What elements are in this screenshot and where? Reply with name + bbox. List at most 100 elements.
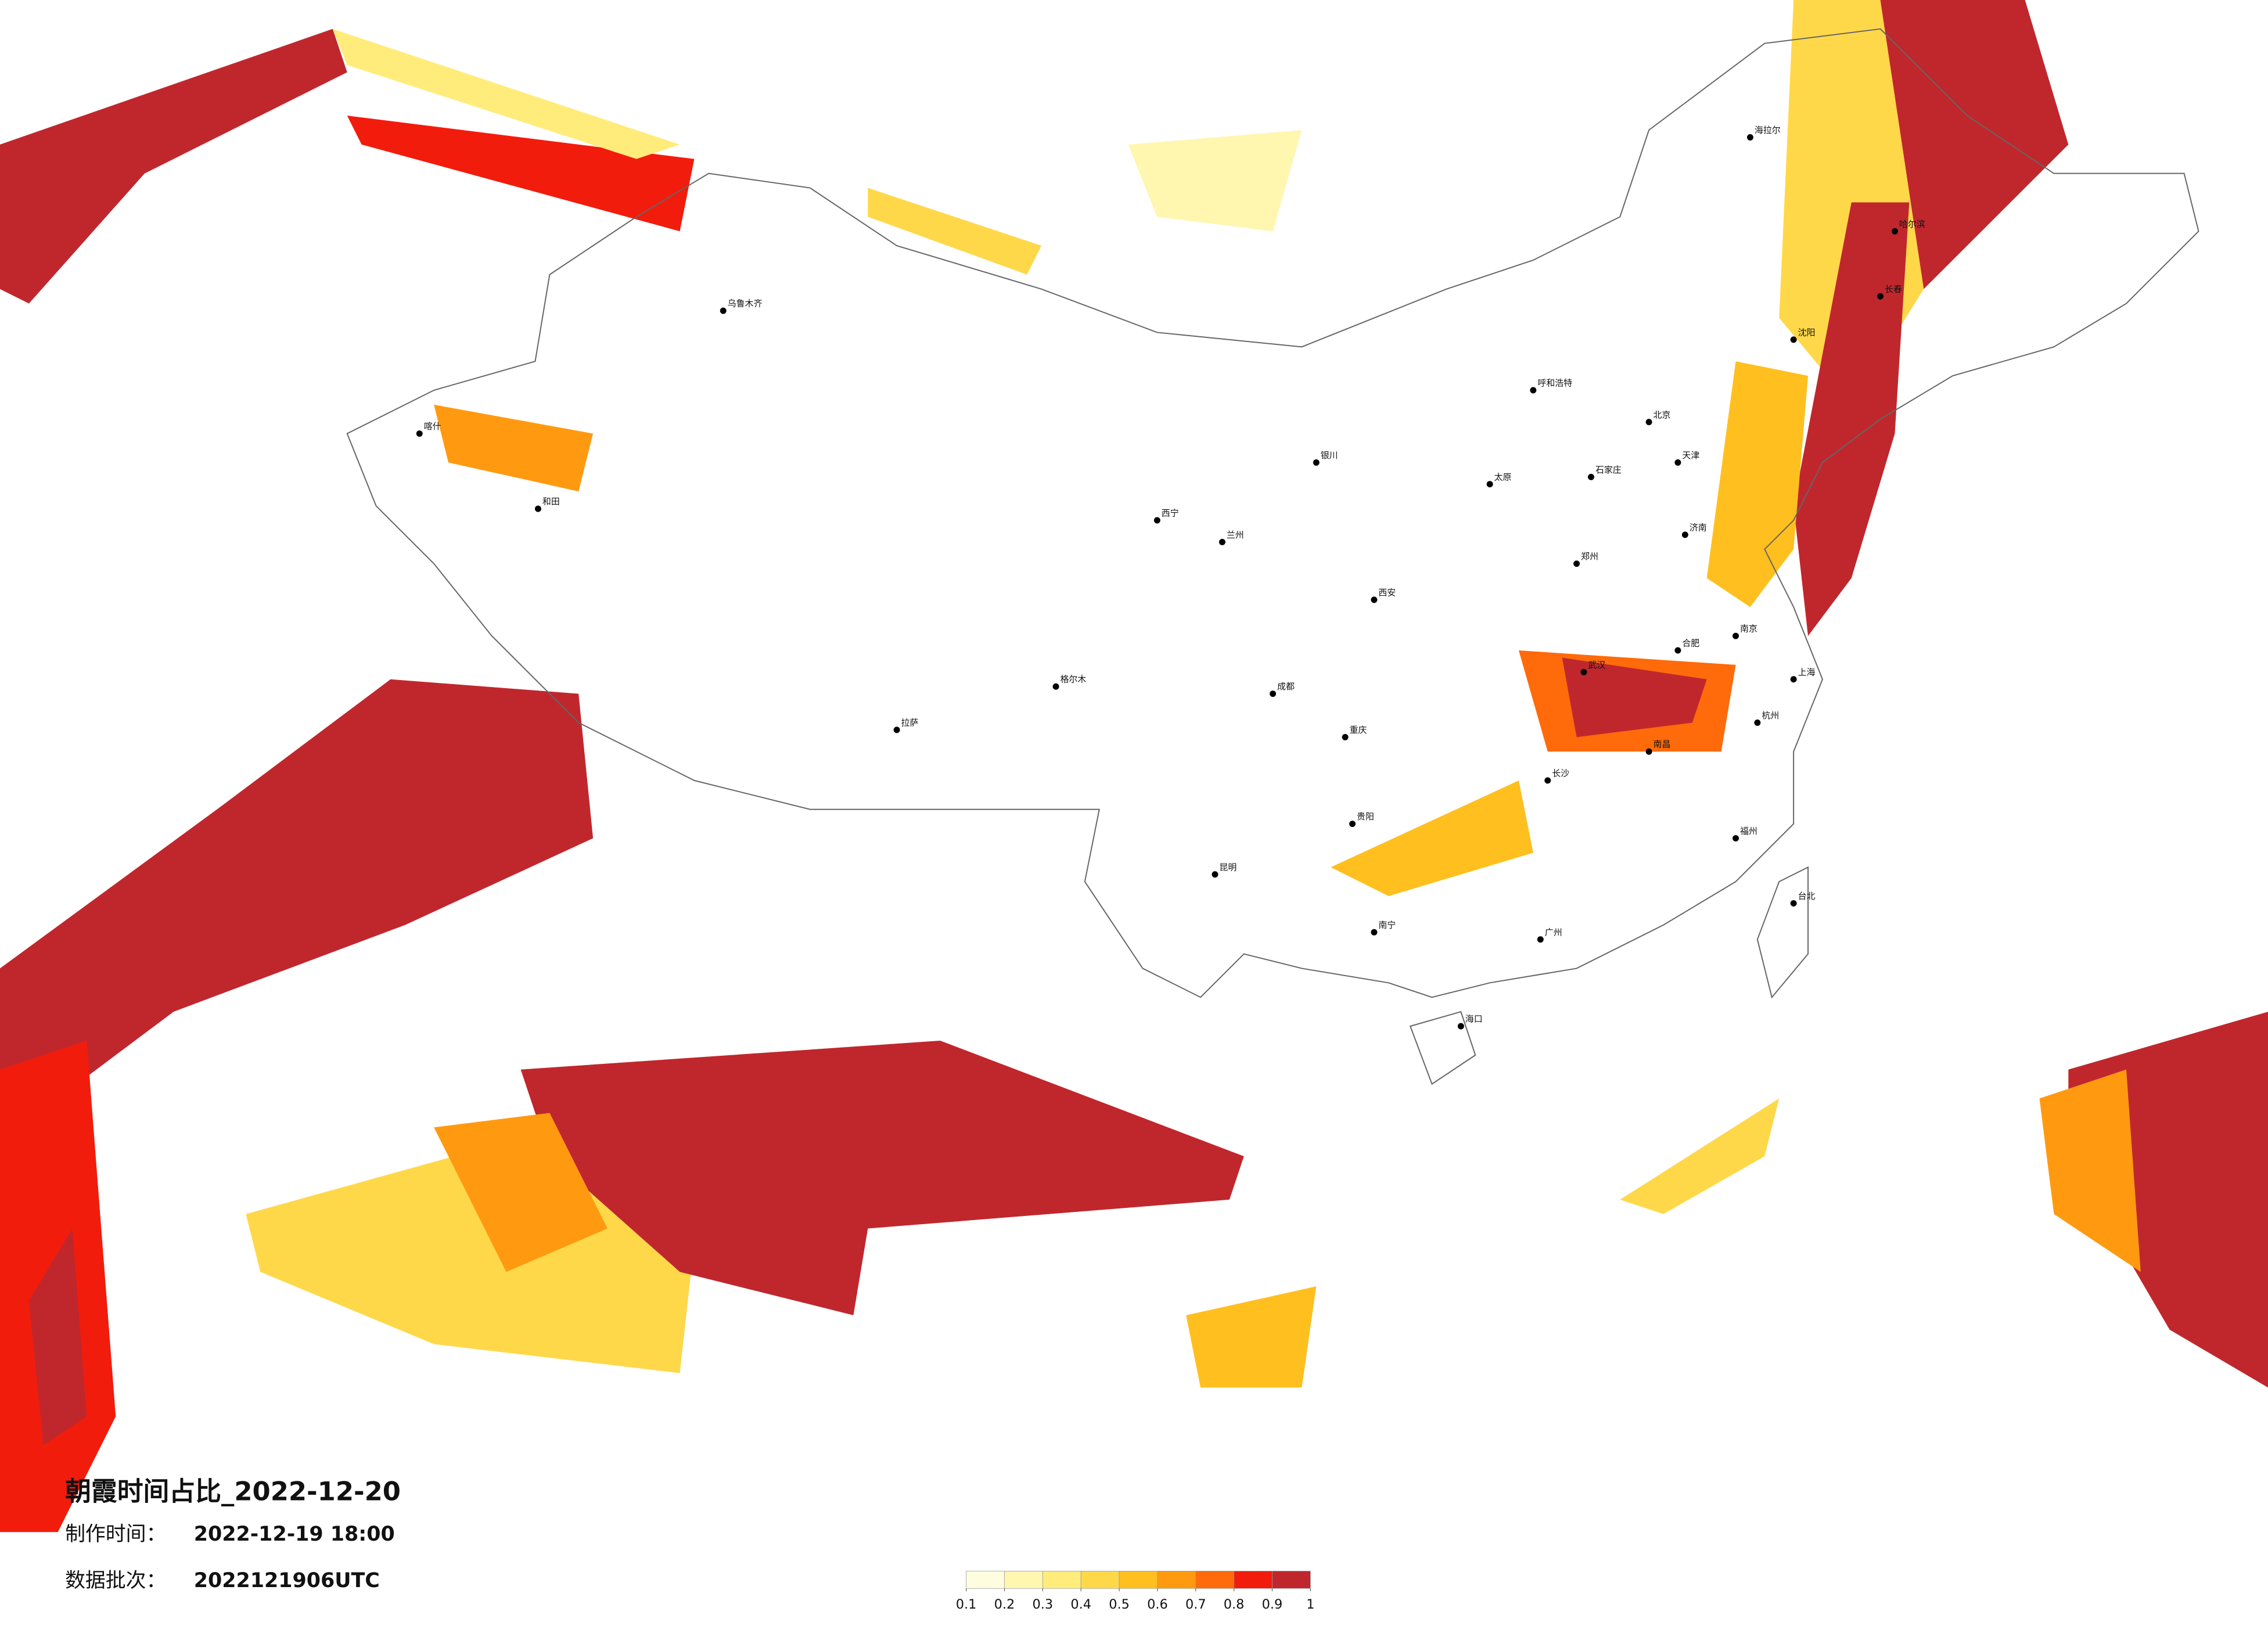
city-label: 喀什 xyxy=(424,421,441,431)
city-dot xyxy=(1681,531,1688,538)
city-label: 沈阳 xyxy=(1798,327,1816,337)
city-dot xyxy=(1537,936,1544,943)
city-dot xyxy=(1313,459,1320,466)
city-dot xyxy=(1270,690,1277,697)
colorbar-tick-label: 0.6 xyxy=(1147,1597,1168,1612)
city-dot xyxy=(1457,1023,1464,1030)
city-dot xyxy=(1486,481,1493,488)
city-label: 济南 xyxy=(1690,522,1707,533)
city-dot xyxy=(1587,473,1594,480)
colorbar-swatch xyxy=(1119,1571,1158,1589)
city-label: 郑州 xyxy=(1581,551,1598,562)
city-dot xyxy=(416,430,423,437)
city-label: 武汉 xyxy=(1588,660,1605,670)
city-dot xyxy=(1371,929,1378,936)
colorbar: 0.1 0.2 0.3 0.4 0.5 0.6 0.7 0.8 0.9 1 xyxy=(956,1571,1314,1612)
hainan xyxy=(1409,1011,1476,1085)
city-label: 广州 xyxy=(1545,927,1562,937)
city-label: 海拉尔 xyxy=(1755,125,1781,135)
city-label: 海口 xyxy=(1465,1014,1483,1024)
city-dot xyxy=(1877,293,1884,300)
city-dot xyxy=(1349,821,1356,828)
city-label: 太原 xyxy=(1494,472,1512,482)
title: 朝霞时间占比_2022-12-20 xyxy=(65,1476,401,1506)
city-label: 杭州 xyxy=(1762,710,1779,721)
colorbar-tick-label: 0.2 xyxy=(994,1597,1015,1612)
city-dot xyxy=(1674,647,1681,654)
city-label: 格尔木 xyxy=(1060,674,1086,685)
taiwan xyxy=(1756,866,1809,999)
city-label: 重庆 xyxy=(1350,725,1367,735)
made-label: 制作时间： xyxy=(65,1523,166,1546)
city-dot xyxy=(1891,228,1898,235)
city-label: 北京 xyxy=(1654,409,1671,420)
city-dot xyxy=(1790,336,1797,343)
city-label: 上海 xyxy=(1798,667,1816,677)
city-dot xyxy=(1153,517,1160,524)
city-dot xyxy=(1371,596,1378,603)
city-dot xyxy=(1530,387,1537,394)
city-dot xyxy=(1733,632,1739,639)
colorbar-tick-label: 0.7 xyxy=(1185,1597,1206,1612)
city-dot xyxy=(1219,538,1225,545)
city-dot xyxy=(1746,134,1753,141)
city-label: 南京 xyxy=(1740,624,1757,634)
city-label: 呼和浩特 xyxy=(1537,378,1572,388)
city-label: 福州 xyxy=(1740,826,1757,836)
colorbar-swatch xyxy=(1234,1571,1273,1589)
city-label: 哈尔滨 xyxy=(1899,219,1925,229)
city-label: 和田 xyxy=(542,497,560,507)
city-label: 台北 xyxy=(1798,891,1816,901)
city-dot xyxy=(1754,719,1761,726)
city-dot xyxy=(1342,733,1349,740)
city-dot xyxy=(1645,748,1652,755)
colorbar-tick-label: 0.5 xyxy=(1109,1597,1130,1612)
city-label: 长春 xyxy=(1885,284,1902,294)
city-label: 银川 xyxy=(1321,450,1338,461)
city-label: 天津 xyxy=(1682,450,1699,461)
colorbar-tick-label: 0.1 xyxy=(956,1597,977,1612)
colorbar-swatch xyxy=(1195,1571,1234,1589)
colorbar-swatch xyxy=(1080,1571,1120,1589)
city-dot xyxy=(534,505,541,512)
colorbar-tick-label: 0.9 xyxy=(1262,1597,1283,1612)
city-dot xyxy=(1544,777,1551,784)
city-dot xyxy=(720,307,727,314)
city-label: 长沙 xyxy=(1552,768,1569,779)
city-label: 南宁 xyxy=(1378,920,1396,930)
city-dot xyxy=(1674,459,1681,466)
colorbar-tick-label: 0.3 xyxy=(1033,1597,1054,1612)
city-label: 兰州 xyxy=(1227,530,1244,540)
city-dot xyxy=(1573,560,1580,567)
colorbar-swatch xyxy=(1157,1571,1196,1589)
colorbar-tick-label: 0.8 xyxy=(1224,1597,1245,1612)
city-dot xyxy=(1052,683,1059,690)
city-dot xyxy=(1645,419,1652,426)
city-label: 成都 xyxy=(1277,681,1295,692)
city-label: 拉萨 xyxy=(901,717,919,728)
colorbar-tick-label: 1 xyxy=(1306,1597,1314,1612)
city-label: 贵阳 xyxy=(1357,811,1374,822)
city-label: 乌鲁木齐 xyxy=(728,298,763,309)
colorbar-swatch xyxy=(966,1571,1005,1589)
city-label: 合肥 xyxy=(1682,638,1699,649)
batch-label: 数据批次： xyxy=(65,1569,166,1592)
city-dot xyxy=(1790,900,1797,907)
china-outline xyxy=(346,28,2199,998)
made-value: 2022-12-19 18:00 xyxy=(194,1523,395,1546)
city-label: 南昌 xyxy=(1654,739,1671,750)
city-dot xyxy=(1733,835,1739,842)
city-dot xyxy=(893,726,900,733)
batch-value: 2022121906UTC xyxy=(194,1569,380,1592)
city-label: 昆明 xyxy=(1219,862,1237,872)
colorbar-tick-label: 0.4 xyxy=(1070,1597,1091,1612)
city-label: 石家庄 xyxy=(1595,465,1622,475)
city-label: 西宁 xyxy=(1162,508,1179,519)
city-label: 西安 xyxy=(1378,587,1396,598)
heat-field xyxy=(0,0,2268,1533)
city-dot xyxy=(1212,871,1219,878)
colorbar-swatch xyxy=(1004,1571,1043,1589)
colorbar-swatch xyxy=(1042,1571,1081,1589)
colorbar-swatch xyxy=(1272,1571,1311,1589)
